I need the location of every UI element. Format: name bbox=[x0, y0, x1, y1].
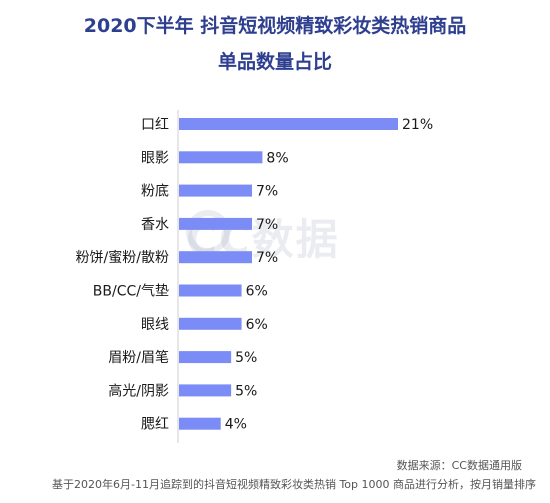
data-source: 数据来源：CC数据通用版 bbox=[396, 459, 522, 472]
chart-title-line1: 2020下半年 抖音短视频精致彩妆类热销商品 bbox=[83, 15, 467, 37]
category-label: 香水 bbox=[141, 217, 169, 233]
category-label: 眼影 bbox=[141, 150, 169, 166]
bar bbox=[179, 217, 252, 230]
value-label: 5% bbox=[235, 350, 257, 366]
bar bbox=[179, 384, 232, 397]
bar bbox=[179, 184, 252, 197]
footnote: 基于2020年6月-11月追踪到的抖音短视频精致彩妆类热销 Top 1000 商… bbox=[51, 478, 536, 491]
bar bbox=[179, 151, 263, 164]
value-label: 5% bbox=[235, 383, 257, 399]
value-label: 7% bbox=[256, 217, 278, 233]
category-label: BB/CC/气垫 bbox=[93, 284, 169, 300]
bar bbox=[179, 284, 242, 297]
category-label: 粉饼/蜜粉/散粉 bbox=[76, 250, 169, 266]
bar bbox=[179, 251, 252, 264]
value-label: 7% bbox=[256, 184, 278, 200]
value-label: 8% bbox=[266, 150, 288, 166]
value-label: 7% bbox=[256, 250, 278, 266]
bars-group bbox=[179, 118, 398, 430]
value-label: 6% bbox=[246, 317, 268, 333]
category-label: 腮红 bbox=[141, 417, 169, 433]
category-label: 高光/阴影 bbox=[108, 382, 169, 399]
value-labels-group: 21% 8% 7% 7% 7% 6% 6% 5% 5% 4% bbox=[225, 117, 433, 433]
category-label: 粉底 bbox=[141, 184, 169, 200]
value-label: 21% bbox=[402, 117, 433, 133]
category-label: 眼线 bbox=[141, 317, 169, 333]
category-label: 眉粉/眉笔 bbox=[108, 350, 169, 366]
bar bbox=[179, 118, 398, 130]
value-label: 4% bbox=[225, 417, 247, 433]
bar bbox=[179, 417, 221, 430]
watermark-logo-icon bbox=[186, 210, 230, 254]
bar bbox=[179, 317, 242, 330]
value-label: 6% bbox=[246, 284, 268, 300]
category-label: 口红 bbox=[141, 117, 169, 133]
chart-title-line2: 单品数量占比 bbox=[217, 51, 332, 73]
bar bbox=[179, 351, 232, 364]
